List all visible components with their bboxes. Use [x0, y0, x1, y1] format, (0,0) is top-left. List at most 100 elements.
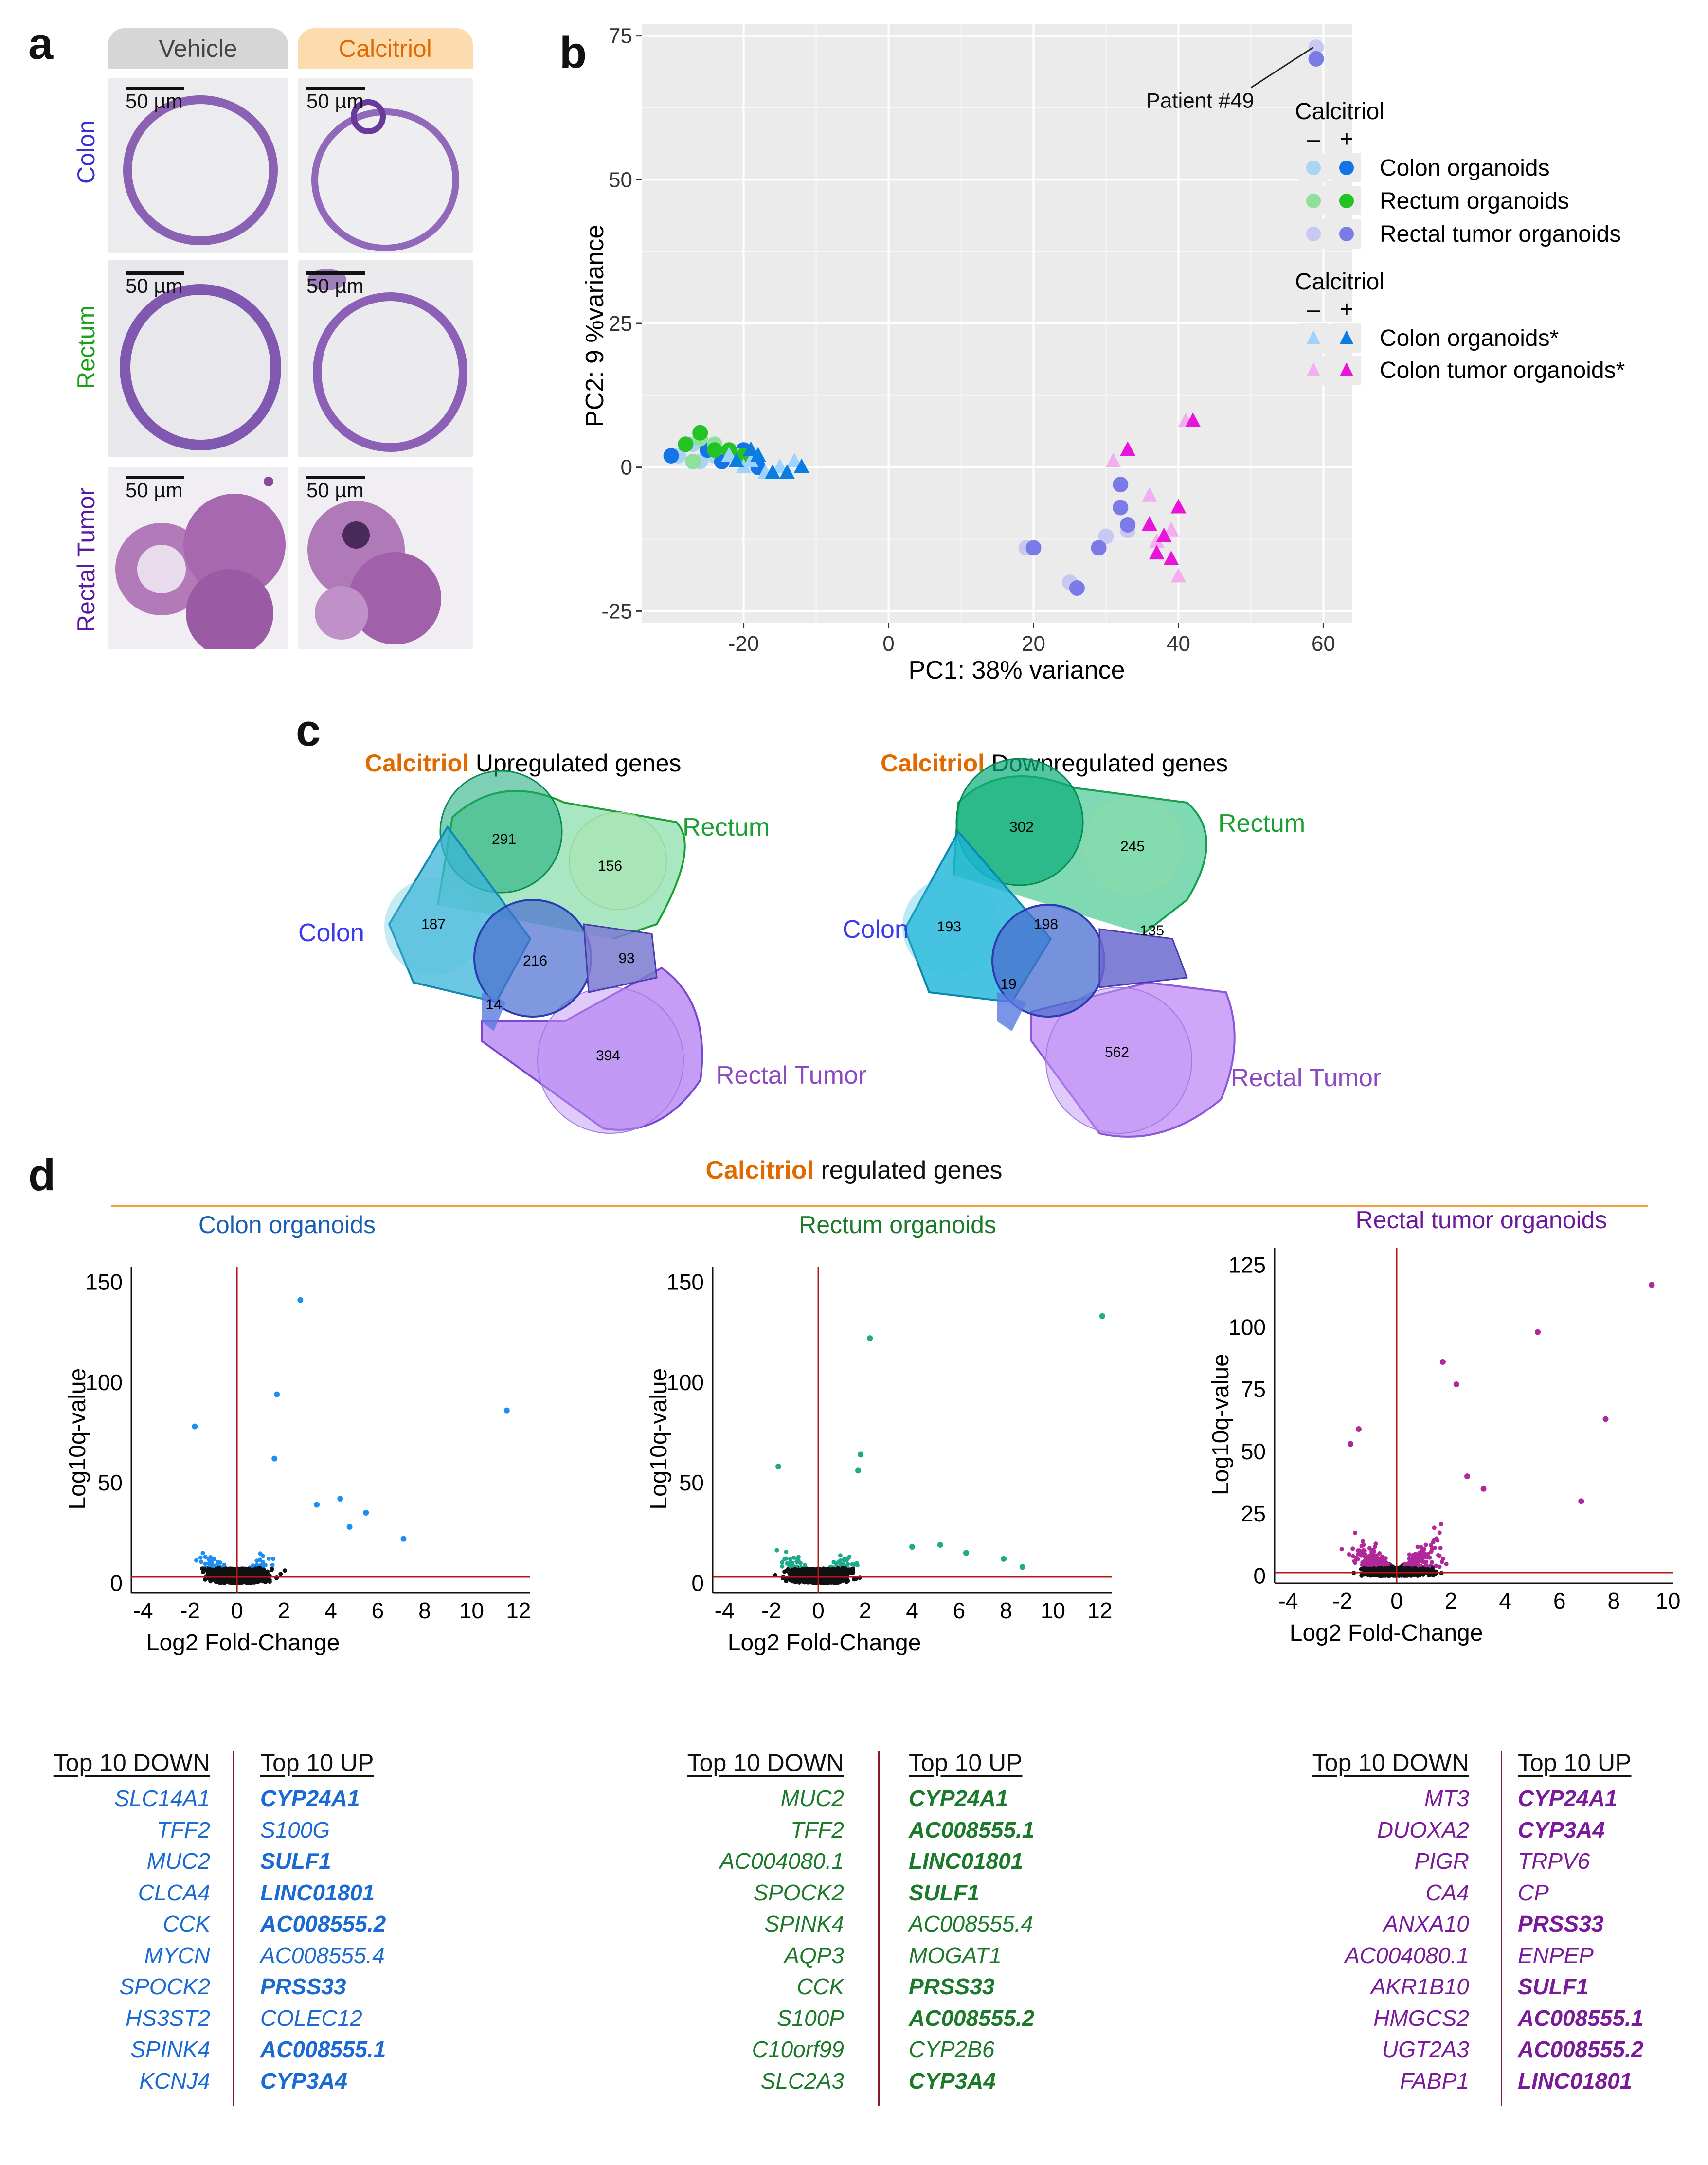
- venn-down-count: 19: [1000, 976, 1016, 992]
- volcano-point: [282, 1568, 287, 1573]
- volcano-point: [206, 1557, 211, 1561]
- pca-point: [1170, 499, 1187, 514]
- volcano-point: [1420, 1566, 1425, 1571]
- volcano-point: [1353, 1530, 1358, 1535]
- volcano-point: [202, 1567, 207, 1572]
- pca-point: [1098, 528, 1114, 544]
- volcano-point: [218, 1560, 223, 1565]
- volcano-point: [254, 1558, 259, 1563]
- volcano-point: [219, 1580, 224, 1585]
- x-tick-label: 60: [1312, 632, 1335, 656]
- gene-up: PRSS33: [909, 1974, 995, 1999]
- volcano-point: [1437, 1564, 1442, 1569]
- volcano-ylabel: Log10q-value: [1208, 1354, 1234, 1495]
- volcano-point: [830, 1578, 835, 1583]
- gene-up: MOGAT1: [909, 1942, 1002, 1968]
- volcano-point: [252, 1578, 257, 1583]
- gene-down: CA4: [1425, 1879, 1469, 1905]
- table-divider: [1501, 1751, 1502, 2106]
- volcano-point: [271, 1557, 276, 1561]
- pca-point: [743, 452, 759, 467]
- top10-up-list: CYP24A1 CYP3A4 TRPV6 CP PRSS33 ENPEP SULF1 AC00…: [1518, 1783, 1643, 2096]
- x-tick-label: 4: [906, 1598, 918, 1623]
- volcano-point: [1453, 1381, 1459, 1387]
- x-tick-label: -2: [1332, 1588, 1352, 1613]
- volcano-point: [1371, 1553, 1376, 1557]
- legend-item-label: Colon organoids*: [1380, 325, 1559, 351]
- pca-point: [685, 453, 701, 469]
- volcano-point: [825, 1580, 830, 1585]
- panel-d-divider: [111, 1205, 1648, 1207]
- x-tick-label: 12: [1087, 1598, 1112, 1623]
- venn-up-count: 291: [492, 831, 516, 847]
- volcano-point: [830, 1566, 835, 1571]
- volcano-point: [819, 1580, 824, 1585]
- x-tick-label: 8: [1607, 1588, 1620, 1613]
- volcano-title: Rectum organoids: [799, 1211, 996, 1238]
- pca-point: [750, 447, 766, 462]
- pca-point: [786, 452, 802, 467]
- volcano-xlabel: Log2 Fold-Change: [1290, 1620, 1483, 1646]
- volcano-ylabel: Log10q-value: [646, 1368, 672, 1510]
- volcano-point: [1363, 1572, 1367, 1577]
- volcano-point: [780, 1564, 785, 1569]
- y-tick-label: 0: [691, 1570, 704, 1595]
- top10-down-header: Top 10 DOWN: [1312, 1749, 1469, 1776]
- volcano-point: [867, 1335, 873, 1342]
- volcano-point: [1649, 1282, 1655, 1288]
- volcano-point: [791, 1555, 796, 1560]
- volcano-point: [1411, 1558, 1416, 1563]
- gene-down: S100P: [776, 2005, 844, 2031]
- y-tick-label: 50: [679, 1470, 704, 1495]
- pca-point: [1156, 527, 1172, 542]
- pca-point: [728, 452, 744, 467]
- x-tick-label: 4: [1499, 1588, 1511, 1613]
- legend-key-plus: [1339, 227, 1354, 241]
- x-tick-label: 2: [859, 1598, 872, 1623]
- legend-key-plus: [1339, 194, 1354, 208]
- volcano-point: [1436, 1553, 1440, 1557]
- volcano-point: [788, 1563, 792, 1568]
- volcano-point: [194, 1558, 199, 1563]
- panel-d-title: Calcitriol regulated genes: [705, 1156, 1003, 1184]
- table-divider: [878, 1751, 880, 2106]
- volcano-point: [1361, 1562, 1366, 1567]
- top10-down-header: Top 10 DOWN: [53, 1749, 210, 1776]
- legend-key-minus: [1307, 330, 1320, 344]
- gene-up: AC008555.4: [260, 1942, 385, 1968]
- venn-down-count: 562: [1105, 1044, 1129, 1060]
- volcano-point: [838, 1553, 843, 1558]
- volcano-point: [1375, 1567, 1380, 1572]
- y-tick-label: 25: [1241, 1501, 1266, 1526]
- volcano-point: [821, 1566, 826, 1571]
- x-tick-label: -4: [133, 1598, 153, 1623]
- volcano-point: [1368, 1573, 1373, 1577]
- x-tick-label: -2: [180, 1598, 200, 1623]
- venn-up-label-rectum: Rectum: [683, 813, 770, 841]
- pca-point: [1113, 500, 1129, 516]
- gene-down: SPINK4: [764, 1911, 844, 1936]
- legend-plus: +: [1340, 297, 1353, 322]
- gene-up: AC008555.1: [260, 2037, 386, 2062]
- y-tick-label: 100: [666, 1370, 704, 1395]
- gene-down: ANXA10: [1383, 1911, 1469, 1936]
- gene-down: KCNJ4: [139, 2068, 210, 2093]
- volcano-point: [800, 1577, 805, 1582]
- volcano-point: [1350, 1546, 1355, 1551]
- top10-down-list: MT3 DUOXA2 PIGR CA4 ANXA10 AC004080.1 AKR1B10 H…: [1265, 1783, 1469, 2096]
- volcano-point: [850, 1562, 855, 1567]
- volcano-point: [1357, 1548, 1362, 1553]
- volcano-point: [855, 1467, 862, 1474]
- volcano-point: [251, 1571, 255, 1575]
- gene-up: AC008555.1: [909, 1817, 1035, 1843]
- gene-up: S100G: [260, 1817, 330, 1843]
- volcano-point: [827, 1568, 831, 1573]
- gene-down: CLCA4: [138, 1879, 210, 1905]
- y-tick-label: 0: [1253, 1563, 1266, 1589]
- volcano-point: [207, 1566, 212, 1571]
- gene-up: CP: [1518, 1879, 1549, 1905]
- pca-point: [793, 458, 809, 473]
- volcano-point: [1411, 1572, 1416, 1577]
- x-tick-label: 10: [1041, 1598, 1065, 1623]
- venn-down-label-colon: Colon: [843, 915, 909, 944]
